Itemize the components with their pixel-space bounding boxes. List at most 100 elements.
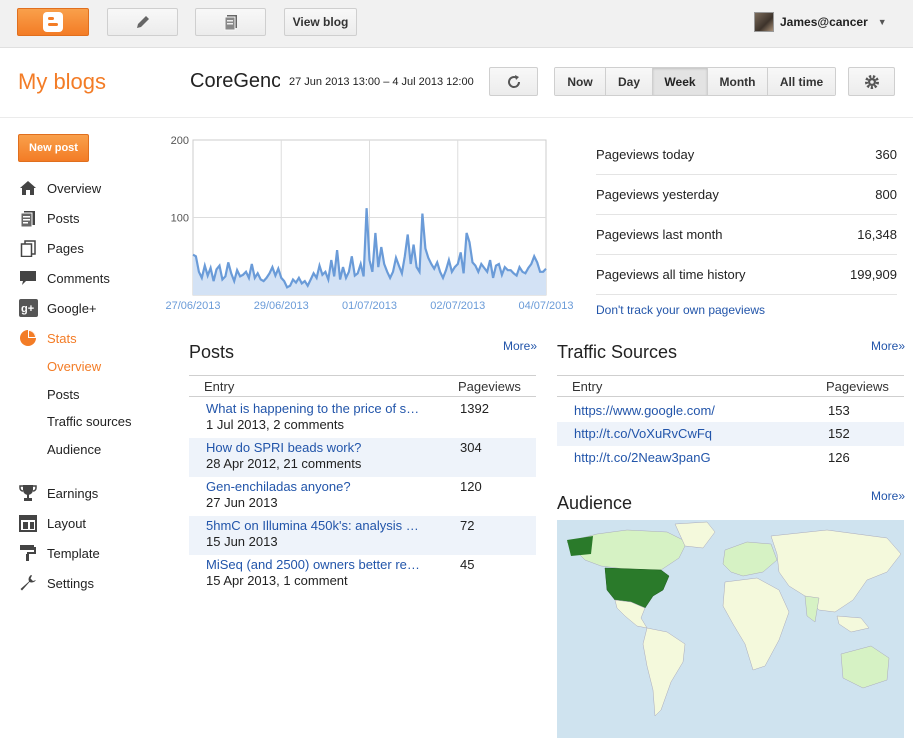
post-title-link[interactable]: 5hmC on Illumina 450k's: analysis … <box>206 518 419 533</box>
settings-gear-button[interactable] <box>848 67 895 96</box>
map-greenland <box>674 521 716 549</box>
refresh-button[interactable] <box>489 67 538 96</box>
post-meta: 28 Apr 2012, 21 comments <box>206 456 362 471</box>
pie-chart-icon <box>18 329 38 347</box>
range-all-time-button[interactable]: All time <box>768 68 835 95</box>
refresh-icon <box>507 74 520 88</box>
stat-value: 800 <box>875 187 897 202</box>
dont-track-link[interactable]: Don't track your own pageviews <box>596 303 766 317</box>
sidebar-item-comments[interactable]: Comments <box>18 268 110 288</box>
chart-x-tick-label: 27/06/2013 <box>165 300 220 312</box>
post-title-link[interactable]: MiSeq (and 2500) owners better re… <box>206 557 420 572</box>
wrench-icon <box>18 574 38 592</box>
new-post-button[interactable]: New post <box>18 134 89 162</box>
post-meta: 1 Jul 2013, 2 comments <box>206 417 345 432</box>
sidebar-item-label: Earnings <box>47 485 99 501</box>
range-now-button[interactable]: Now <box>555 68 606 95</box>
post-views: 1392 <box>460 401 489 416</box>
post-meta: 15 Jun 2013 <box>206 534 278 549</box>
chart-series-line <box>192 208 547 289</box>
sidebar-item-earnings[interactable]: Earnings <box>18 483 98 503</box>
post-title-link[interactable]: Gen-enchiladas anyone? <box>206 479 351 494</box>
date-range: 27 Jun 2013 13:00 – 4 Jul 2013 12:00 <box>289 76 474 88</box>
stat-value: 199,909 <box>850 267 897 282</box>
post-meta: 15 Apr 2013, 1 comment <box>206 573 348 588</box>
sidebar-item-template[interactable]: Template <box>18 543 100 563</box>
sidebar-item-label: Layout <box>47 515 87 531</box>
sidebar-item-overview[interactable]: Overview <box>18 178 101 198</box>
avatar <box>754 12 774 32</box>
top-bar: View blog James@cancer ▼ <box>0 0 913 48</box>
range-month-button[interactable]: Month <box>708 68 768 95</box>
pageviews-chart: 100 200 27/06/2013 29/06/2013 01/07/2013 02/… <box>165 135 573 312</box>
traffic-more-link[interactable]: More» <box>871 339 906 353</box>
chart-x-tick-label: 01/07/2013 <box>342 300 397 312</box>
chart-x-tick-label: 29/06/2013 <box>254 300 309 312</box>
sidebar-item-label: Google+ <box>47 300 97 316</box>
sidebar-item-label: Pages <box>47 240 84 256</box>
post-row: What is happening to the price of s… 1 J… <box>189 399 536 438</box>
layout-icon <box>18 514 38 532</box>
user-menu[interactable]: James@cancer ▼ <box>754 11 887 33</box>
map-alaska <box>567 536 593 556</box>
traffic-source-link[interactable]: http://t.co/2Neaw3panG <box>574 450 711 465</box>
sidebar-item-google-plus[interactable]: g+ Google+ <box>18 298 97 318</box>
col-entry: Entry <box>204 379 235 394</box>
sidebar-item-posts[interactable]: Posts <box>18 208 80 228</box>
audience-world-map[interactable] <box>557 520 904 738</box>
chart-area-fill <box>193 208 546 295</box>
posts-more-link[interactable]: More» <box>503 339 538 353</box>
header-divider <box>0 117 913 118</box>
stat-label: Pageviews last month <box>596 227 723 242</box>
chart-y-tick-label: 200 <box>171 135 189 147</box>
home-icon <box>18 179 38 197</box>
stats-sub-posts[interactable]: Posts <box>47 387 80 402</box>
comments-icon <box>18 269 38 287</box>
pages-icon <box>18 239 38 257</box>
range-day-button[interactable]: Day <box>606 68 653 95</box>
post-title-link[interactable]: What is happening to the price of s… <box>206 401 420 416</box>
sidebar-item-stats[interactable]: Stats <box>18 328 77 348</box>
pages-button[interactable] <box>195 8 266 36</box>
audience-more-link[interactable]: More» <box>871 489 906 503</box>
sidebar-item-pages[interactable]: Pages <box>18 238 84 258</box>
stats-sub-audience[interactable]: Audience <box>47 442 102 457</box>
map-europe <box>722 541 778 577</box>
blogger-home-button[interactable] <box>17 8 89 36</box>
stat-row-yesterday: Pageviews yesterday 800 <box>596 175 897 215</box>
map-usa <box>604 567 670 609</box>
posts-icon <box>18 209 38 227</box>
sidebar-item-layout[interactable]: Layout <box>18 513 86 533</box>
traffic-source-link[interactable]: http://t.co/VoXuRvCwFq <box>574 426 713 441</box>
stat-row-all-time: Pageviews all time history 199,909 <box>596 255 897 295</box>
chevron-down-icon: ▼ <box>877 17 887 27</box>
stats-sub-overview[interactable]: Overview <box>47 359 102 374</box>
sidebar-item-label: Settings <box>47 575 94 591</box>
posts-panel-title: Posts <box>189 342 235 362</box>
sidebar-item-label: Template <box>47 545 100 561</box>
stats-sub-traffic-sources[interactable]: Traffic sources <box>47 414 132 429</box>
map-africa <box>722 577 790 671</box>
new-post-pencil-button[interactable] <box>107 8 178 36</box>
gear-icon <box>864 74 879 89</box>
traffic-source-link[interactable]: https://www.google.com/ <box>574 403 715 418</box>
sidebar-item-settings[interactable]: Settings <box>18 573 94 593</box>
map-australia <box>840 645 890 689</box>
post-views: 304 <box>460 440 482 455</box>
stat-row-last-month: Pageviews last month 16,348 <box>596 215 897 255</box>
map-south-america <box>642 627 686 717</box>
posts-table-header: Entry Pageviews <box>189 375 536 397</box>
post-row: MiSeq (and 2500) owners better re… 15 Ap… <box>189 555 536 594</box>
map-southeast-asia <box>836 615 870 633</box>
time-range-selector: Now Day Week Month All time <box>554 67 836 96</box>
svg-text:g+: g+ <box>21 303 34 315</box>
chart-x-tick-label: 02/07/2013 <box>430 300 485 312</box>
traffic-views: 153 <box>828 403 850 418</box>
post-title-link[interactable]: How do SPRI beads work? <box>206 440 362 455</box>
range-week-button[interactable]: Week <box>653 68 708 95</box>
post-row: 5hmC on Illumina 450k's: analysis … 15 J… <box>189 516 536 555</box>
sidebar-item-label: Comments <box>47 270 110 286</box>
view-blog-button[interactable]: View blog <box>284 8 357 36</box>
page-title[interactable]: My blogs <box>18 69 107 94</box>
col-pageviews: Pageviews <box>458 379 521 394</box>
